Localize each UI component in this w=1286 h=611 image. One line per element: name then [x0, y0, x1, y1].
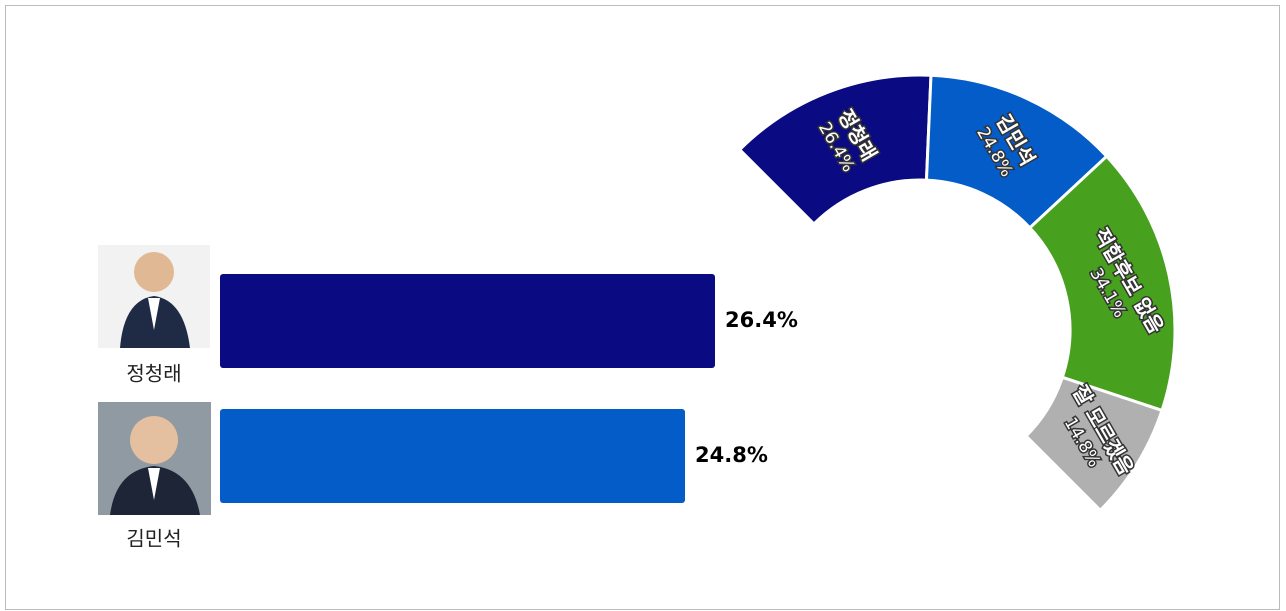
value-label: 24.8%	[695, 443, 768, 467]
candidate-name: 정청래	[126, 362, 181, 386]
donut-segment	[1028, 154, 1177, 412]
photo	[98, 402, 211, 515]
bar	[220, 274, 715, 368]
photo	[98, 245, 210, 348]
donut-segment	[1024, 375, 1164, 512]
value-label: 26.4%	[725, 308, 798, 332]
bar	[220, 409, 685, 503]
candidate-name: 김민석	[126, 527, 181, 551]
